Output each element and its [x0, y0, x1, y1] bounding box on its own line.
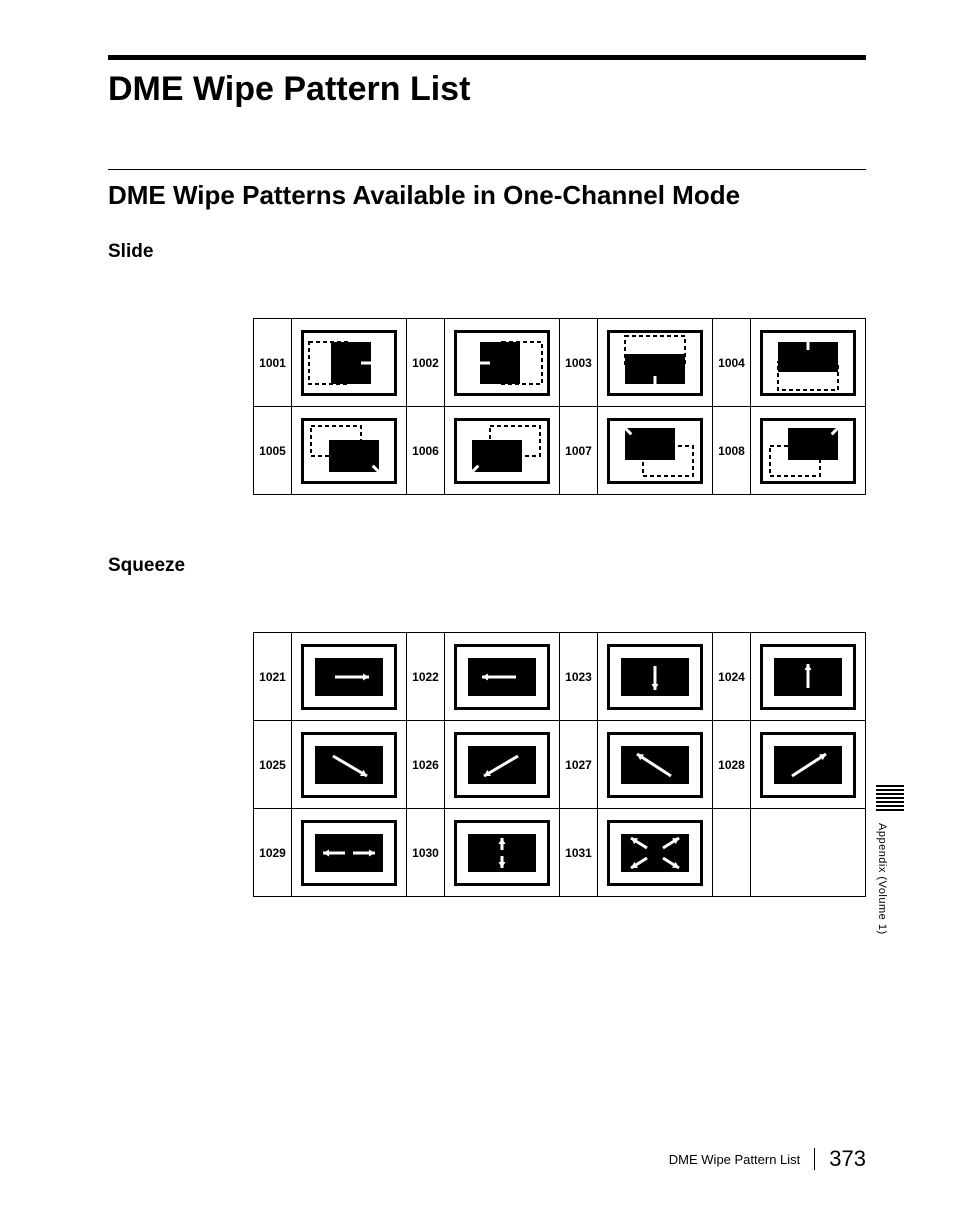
pattern-icon [445, 721, 560, 809]
category-label: Squeeze [108, 555, 866, 577]
pattern-icon [598, 407, 713, 495]
top-rule [108, 55, 866, 60]
pattern-number: 1022 [407, 633, 445, 721]
pattern-number: 1030 [407, 809, 445, 897]
page-footer: DME Wipe Pattern List 373 [669, 1146, 866, 1172]
pattern-number: 1004 [713, 319, 751, 407]
pattern-icon [598, 721, 713, 809]
pattern-number: 1001 [254, 319, 292, 407]
main-title: DME Wipe Pattern List [108, 70, 866, 109]
pattern-number: 1026 [407, 721, 445, 809]
pattern-icon [292, 809, 407, 897]
sub-rule [108, 169, 866, 170]
thumb-index-icon [876, 785, 904, 811]
pattern-icon [292, 407, 407, 495]
pattern-number: 1002 [407, 319, 445, 407]
pattern-icon [751, 407, 866, 495]
footer-title: DME Wipe Pattern List [669, 1152, 801, 1167]
pattern-icon [292, 633, 407, 721]
pattern-number: 1007 [560, 407, 598, 495]
pattern-icon [445, 407, 560, 495]
pattern-number: 1024 [713, 633, 751, 721]
pattern-number: 1005 [254, 407, 292, 495]
pattern-icon [751, 721, 866, 809]
pattern-icon [598, 319, 713, 407]
pattern-number: 1006 [407, 407, 445, 495]
pattern-number: 1008 [713, 407, 751, 495]
pattern-icon [292, 319, 407, 407]
pattern-icon [445, 319, 560, 407]
side-tab: Appendix (Volume 1) [876, 785, 904, 935]
pattern-number: 1025 [254, 721, 292, 809]
pattern-number: 1027 [560, 721, 598, 809]
pattern-icon [445, 809, 560, 897]
pattern-number: 1031 [560, 809, 598, 897]
side-label: Appendix (Volume 1) [876, 823, 888, 935]
pattern-icon [598, 633, 713, 721]
pattern-icon [751, 633, 866, 721]
pattern-number: 1029 [254, 809, 292, 897]
footer-page-number: 373 [829, 1146, 866, 1172]
category-label: Slide [108, 241, 866, 263]
pattern-icon [751, 319, 866, 407]
pattern-table: 1001 1002 1003 1004 1005 1006 1007 1008 [253, 318, 866, 495]
pattern-number: 1021 [254, 633, 292, 721]
pattern-icon [445, 633, 560, 721]
pattern-icon [292, 721, 407, 809]
pattern-icon [598, 809, 713, 897]
pattern-table: 1021 1022 1023 1024 1025 1026 1027 1028 1029 1030… [253, 632, 866, 897]
pattern-number: 1028 [713, 721, 751, 809]
sub-title: DME Wipe Patterns Available in One-Chann… [108, 180, 866, 211]
footer-divider [814, 1148, 815, 1170]
pattern-number: 1003 [560, 319, 598, 407]
pattern-number: 1023 [560, 633, 598, 721]
